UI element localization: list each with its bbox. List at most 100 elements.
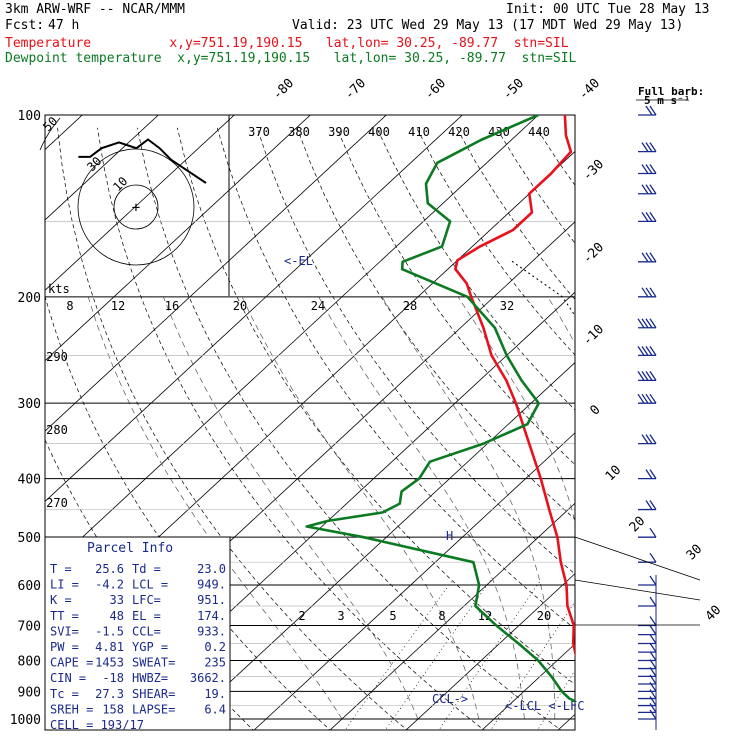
wind-barb xyxy=(638,500,657,511)
moist-adiabat xyxy=(547,296,575,345)
isotherm-line xyxy=(45,115,463,502)
moist-adiabat xyxy=(87,296,343,720)
dry-adiabat xyxy=(456,127,575,300)
isotherm-label: 20 xyxy=(627,514,649,536)
wind-barb-flag xyxy=(649,211,657,222)
mixing-ratio-label: 20 xyxy=(537,609,551,623)
wind-barb-flag xyxy=(649,616,657,626)
dry-adiabat xyxy=(736,128,740,732)
wind-barb-flag xyxy=(649,527,657,538)
wind-barb xyxy=(638,184,657,195)
parcel-value: 27.3 xyxy=(95,687,124,701)
theta-e-label: 28 xyxy=(403,299,417,313)
wind-barb-flag xyxy=(641,164,649,174)
wind-barb-flag xyxy=(637,345,645,356)
theta-label: 380 xyxy=(288,125,310,139)
wind-barb-flag xyxy=(649,552,657,563)
theta-label: 410 xyxy=(408,125,430,139)
mixing-ratio-label: 3 xyxy=(337,609,344,623)
parcel-value: -1.5 xyxy=(95,624,124,638)
isotherm-label: 10 xyxy=(603,463,625,485)
parcel-label: HWBZ= xyxy=(132,671,168,685)
wind-barb xyxy=(638,702,657,714)
wind-barb xyxy=(638,164,657,175)
isotherm-label: -80 xyxy=(270,76,297,103)
hodograph-ring-label: 50 xyxy=(40,114,60,134)
mixing-ratio-label: 5 xyxy=(389,609,396,623)
wind-barb-flag xyxy=(641,393,649,404)
wind-barb xyxy=(638,596,657,607)
wind-barb xyxy=(638,634,657,645)
moist-adiabat xyxy=(381,296,556,719)
mixing-ratio-line xyxy=(344,580,453,730)
wind-barb-flag xyxy=(645,469,653,480)
wind-barb xyxy=(638,552,657,563)
parcel-value: 6.4 xyxy=(204,702,226,716)
wind-barb-flag xyxy=(649,651,657,661)
parcel-value: 0.2 xyxy=(204,640,226,654)
parcel-value: 949. xyxy=(197,578,226,592)
parcel-label: K = xyxy=(50,593,72,607)
hodograph-ring-label: 10 xyxy=(110,174,130,194)
wind-barb-flag xyxy=(641,142,649,153)
dry-adiabat xyxy=(696,128,740,732)
wind-barb-flag xyxy=(645,345,653,356)
isotherm-label: 40 xyxy=(703,603,725,625)
parcel-label: CCL= xyxy=(132,624,161,638)
dry-adiabat xyxy=(57,127,408,730)
wind-barb xyxy=(637,345,657,357)
wind-barb-flag xyxy=(641,184,649,195)
theta-e-label: 16 xyxy=(165,299,179,313)
parcel-value: 3662. xyxy=(190,671,226,685)
dry-adiabat xyxy=(256,127,575,575)
parcel-value: 23.0 xyxy=(197,562,226,576)
isotherm-line xyxy=(708,102,740,732)
wind-barb-flag xyxy=(641,370,649,381)
wind-barb-flag xyxy=(637,370,645,381)
parcel-label: SHEAR= xyxy=(132,687,175,701)
pressure-tick-label: 500 xyxy=(18,531,41,546)
wind-barb xyxy=(638,642,657,653)
wind-barb-flag xyxy=(645,434,653,444)
wind-barb xyxy=(638,696,657,707)
parcel-label: CAPE = xyxy=(50,656,93,670)
hodograph-trace xyxy=(78,138,207,184)
wind-barb-flag xyxy=(645,105,653,116)
model-title: 3km ARW-WRF -- NCAR/MMM xyxy=(5,2,186,17)
pressure-tick-label: 700 xyxy=(18,619,41,634)
dewpoint-legend: Dewpoint temperature x,y=751.19,190.15 l… xyxy=(5,51,577,66)
parcel-box-frame xyxy=(44,536,231,731)
wind-barb-flag xyxy=(649,469,657,480)
forecast-hour: 47 h xyxy=(48,18,80,33)
wind-barb-flag xyxy=(645,164,653,174)
pressure-tick-label: 200 xyxy=(18,291,41,306)
theta-e-label: 32 xyxy=(500,299,514,313)
moist-adiabat xyxy=(645,297,678,719)
mixing-ratio-label: 8 xyxy=(438,609,445,623)
h-marker: H xyxy=(446,529,453,543)
wind-barb-flag xyxy=(649,164,657,174)
dry-adiabat xyxy=(176,127,575,685)
dry-adiabat xyxy=(616,128,740,732)
wind-barb xyxy=(637,393,657,404)
skew-extension-line xyxy=(574,536,701,581)
parcel-value: 1453 xyxy=(95,656,124,670)
wind-barb-flag xyxy=(641,287,649,298)
parcel-label: T = xyxy=(50,562,72,576)
wind-barb-flag xyxy=(645,211,653,222)
wind-barb xyxy=(638,625,657,636)
parcel-label: SWEAT= xyxy=(132,656,175,670)
wind-barb-flag xyxy=(641,318,649,329)
skew-extension-line xyxy=(574,579,701,601)
dry-adiabat xyxy=(576,128,740,732)
wind-barb xyxy=(638,709,657,720)
parcel-value: 25.6 xyxy=(95,562,124,576)
dry-adiabat xyxy=(336,127,575,466)
wind-barbs: Full barb:5 m s⁻¹ xyxy=(574,85,704,730)
hodograph-center: + xyxy=(132,200,140,216)
wind-barb-flag xyxy=(649,702,657,713)
parcel-label: TT = xyxy=(50,609,79,623)
forecast-label: Fcst: xyxy=(5,18,45,33)
wind-barb xyxy=(638,651,657,662)
